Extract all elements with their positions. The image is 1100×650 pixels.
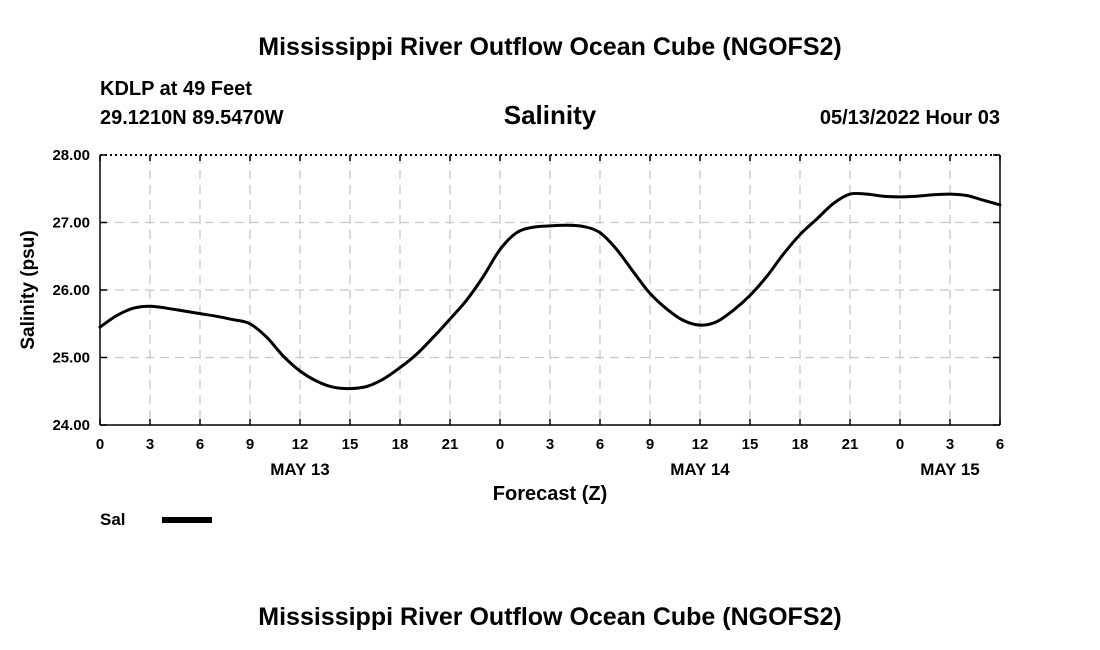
x-axis-title: Forecast (Z) (493, 483, 607, 505)
x-tick-label: 21 (842, 436, 859, 453)
x-tick-label: 0 (896, 436, 904, 453)
x-tick-label: 0 (496, 436, 504, 453)
x-tick-label: 15 (342, 436, 359, 453)
y-axis: 24.00 25.00 26.00 27.00 28.00 (52, 147, 1000, 434)
grid-layer (100, 155, 1000, 425)
x-tick-label: 6 (196, 436, 204, 453)
x-tick-label: 18 (792, 436, 809, 453)
chart-title: Mississippi River Outflow Ocean Cube (NG… (258, 33, 841, 61)
x-tick-label: 6 (596, 436, 604, 453)
y-tick-label: 24.00 (52, 417, 90, 434)
x-tick-label: 12 (292, 436, 309, 453)
variable-title: Salinity (504, 100, 597, 130)
x-axis: 0 3 6 9 12 15 18 21 0 3 6 9 12 15 18 21 0 3 6 (96, 155, 1004, 453)
y-axis-title: Salinity (psu) (18, 230, 39, 349)
x-tick-label: 0 (96, 436, 104, 453)
x-tick-label: 21 (442, 436, 459, 453)
day-labels: MAY 13 MAY 14 MAY 15 (270, 460, 980, 479)
x-tick-label: 9 (246, 436, 254, 453)
legend: Sal (100, 510, 212, 529)
forecast-datetime: 05/13/2022 Hour 03 (820, 107, 1000, 129)
x-tick-label: 18 (392, 436, 409, 453)
station-label: KDLP at 49 Feet (100, 78, 252, 100)
footer-title: Mississippi River Outflow Ocean Cube (NG… (258, 603, 841, 631)
y-tick-label: 26.00 (52, 282, 90, 299)
x-tick-label: 3 (946, 436, 954, 453)
x-tick-label: 3 (146, 436, 154, 453)
day-label: MAY 15 (920, 460, 980, 479)
x-tick-label: 6 (996, 436, 1004, 453)
series-line-sal (98, 191, 1002, 391)
x-tick-label: 3 (546, 436, 554, 453)
y-tick-label: 25.00 (52, 350, 90, 367)
x-tick-label: 15 (742, 436, 759, 453)
day-label: MAY 13 (270, 460, 330, 479)
x-tick-label: 9 (646, 436, 654, 453)
station-coords: 29.1210N 89.5470W (100, 107, 284, 129)
series-layer (98, 191, 1002, 391)
legend-label: Sal (100, 510, 126, 529)
day-label: MAY 14 (670, 460, 730, 479)
x-tick-label: 12 (692, 436, 709, 453)
y-tick-label: 27.00 (52, 215, 90, 232)
y-tick-label: 28.00 (52, 147, 90, 164)
